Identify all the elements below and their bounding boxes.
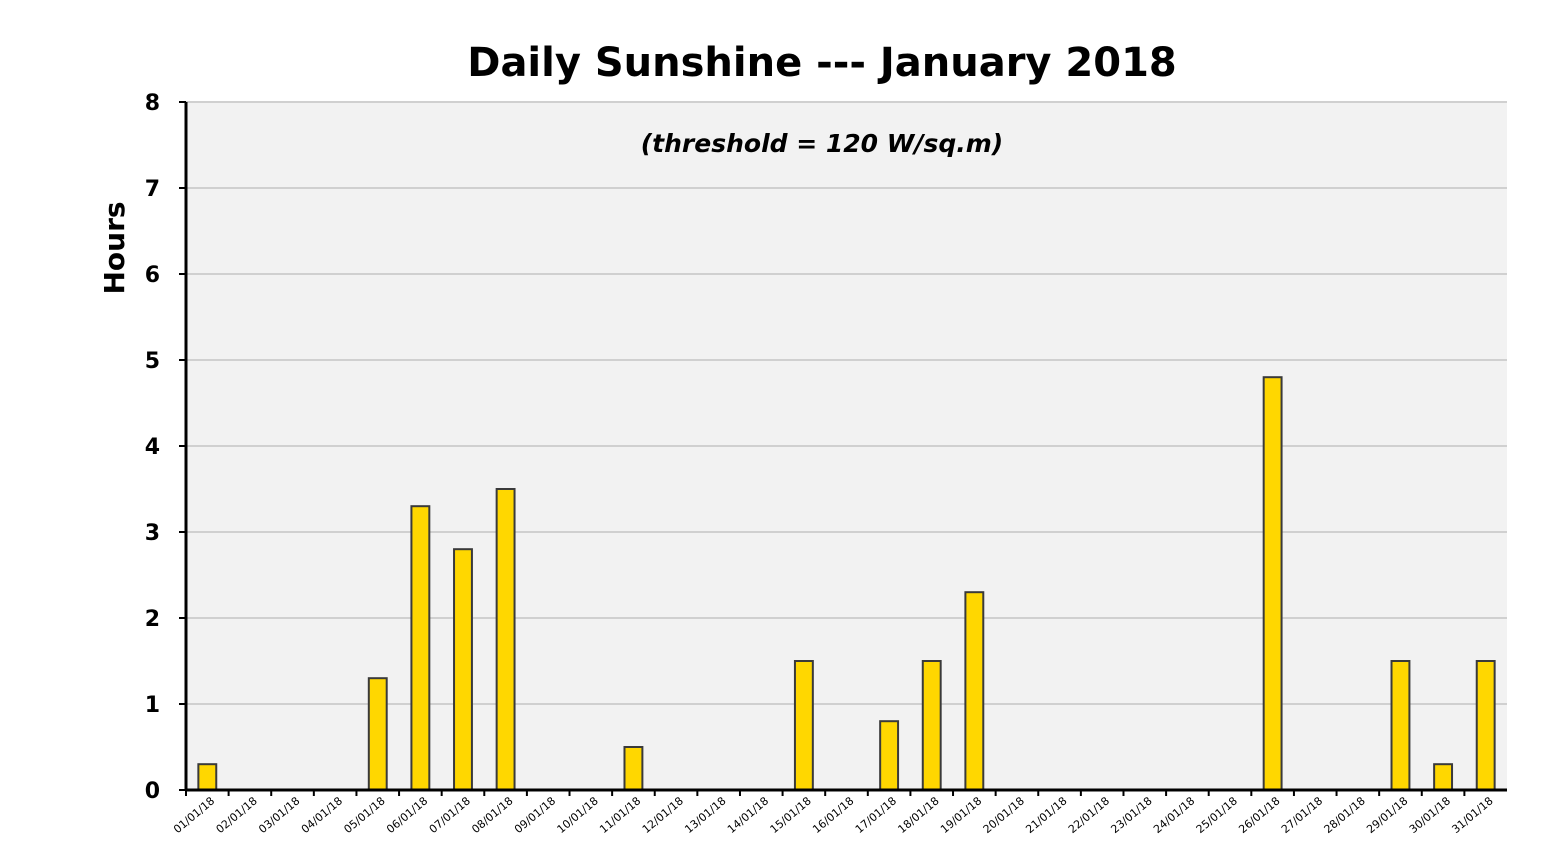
x-tick-label-01/01/18: 01/01/18 bbox=[171, 794, 217, 836]
bar-19/01/18 bbox=[964, 591, 985, 792]
y-tick-label-3: 3 bbox=[145, 521, 160, 546]
bar-05/01/18 bbox=[367, 677, 388, 792]
x-tick-label-18/01/18: 18/01/18 bbox=[895, 794, 941, 836]
x-tick-label-12/01/18: 12/01/18 bbox=[640, 794, 686, 836]
bar-11/01/18 bbox=[623, 746, 644, 791]
y-tick-label-2: 2 bbox=[145, 607, 160, 632]
x-tick-label-07/01/18: 07/01/18 bbox=[427, 794, 473, 836]
bar-01/01/18 bbox=[197, 763, 218, 792]
x-tick-label-21/01/18: 21/01/18 bbox=[1023, 794, 1069, 836]
x-tick-label-09/01/18: 09/01/18 bbox=[512, 794, 558, 836]
bar-18/01/18 bbox=[921, 660, 942, 791]
x-tick-label-04/01/18: 04/01/18 bbox=[299, 794, 345, 836]
x-tick-label-22/01/18: 22/01/18 bbox=[1066, 794, 1112, 836]
x-tick-label-25/01/18: 25/01/18 bbox=[1194, 794, 1240, 836]
x-tick-label-29/01/18: 29/01/18 bbox=[1364, 794, 1410, 836]
x-tick-label-14/01/18: 14/01/18 bbox=[725, 794, 771, 836]
bar-06/01/18 bbox=[410, 505, 431, 791]
chart-subtitle: (threshold = 120 W/sq.m) bbox=[641, 129, 1003, 158]
x-tick-label-30/01/18: 30/01/18 bbox=[1407, 794, 1453, 836]
x-tick-label-13/01/18: 13/01/18 bbox=[682, 794, 728, 836]
y-axis-ticks: 0 1 2 3 4 5 6 7 8 bbox=[145, 91, 186, 804]
x-tick-label-03/01/18: 03/01/18 bbox=[256, 794, 302, 836]
x-tick-label-11/01/18: 11/01/18 bbox=[597, 794, 643, 836]
x-tick-label-02/01/18: 02/01/18 bbox=[214, 794, 260, 836]
x-tick-label-27/01/18: 27/01/18 bbox=[1279, 794, 1325, 836]
x-tick-label-19/01/18: 19/01/18 bbox=[938, 794, 984, 836]
x-tick-label-26/01/18: 26/01/18 bbox=[1236, 794, 1282, 836]
bar-15/01/18 bbox=[793, 660, 814, 791]
x-tick-label-28/01/18: 28/01/18 bbox=[1322, 794, 1368, 836]
y-tick-label-1: 1 bbox=[145, 693, 160, 718]
x-tick-label-05/01/18: 05/01/18 bbox=[341, 794, 387, 836]
x-tick-label-17/01/18: 17/01/18 bbox=[853, 794, 899, 836]
x-tick-label-06/01/18: 06/01/18 bbox=[384, 794, 430, 836]
y-axis-label: Hours bbox=[98, 201, 131, 294]
x-tick-label-24/01/18: 24/01/18 bbox=[1151, 794, 1197, 836]
x-tick-label-20/01/18: 20/01/18 bbox=[981, 794, 1027, 836]
x-tick-label-10/01/18: 10/01/18 bbox=[555, 794, 601, 836]
x-tick-label-23/01/18: 23/01/18 bbox=[1109, 794, 1155, 836]
y-tick-label-0: 0 bbox=[145, 779, 160, 804]
y-tick-label-4: 4 bbox=[145, 435, 160, 460]
bar-26/01/18 bbox=[1262, 376, 1283, 791]
chart-title: Daily Sunshine --- January 2018 bbox=[467, 40, 1177, 86]
bar-29/01/18 bbox=[1390, 660, 1411, 791]
x-tick-label-08/01/18: 08/01/18 bbox=[469, 794, 515, 836]
y-tick-label-6: 6 bbox=[145, 263, 160, 288]
bar-07/01/18 bbox=[453, 548, 473, 792]
x-tick-label-15/01/18: 15/01/18 bbox=[768, 794, 814, 836]
y-tick-label-7: 7 bbox=[145, 177, 160, 202]
y-tick-label-5: 5 bbox=[145, 349, 160, 374]
x-axis-ticks: 01/01/1802/01/1803/01/1804/01/1805/01/18… bbox=[171, 790, 1496, 836]
x-tick-label-31/01/18: 31/01/18 bbox=[1449, 794, 1495, 836]
gridlines bbox=[186, 101, 1507, 705]
bar-17/01/18 bbox=[879, 720, 900, 792]
y-tick-label-8: 8 bbox=[145, 91, 160, 116]
x-tick-label-16/01/18: 16/01/18 bbox=[810, 794, 856, 836]
bar-30/01/18 bbox=[1433, 763, 1454, 792]
bar-31/01/18 bbox=[1475, 660, 1496, 791]
bar-08/01/18 bbox=[495, 488, 516, 791]
